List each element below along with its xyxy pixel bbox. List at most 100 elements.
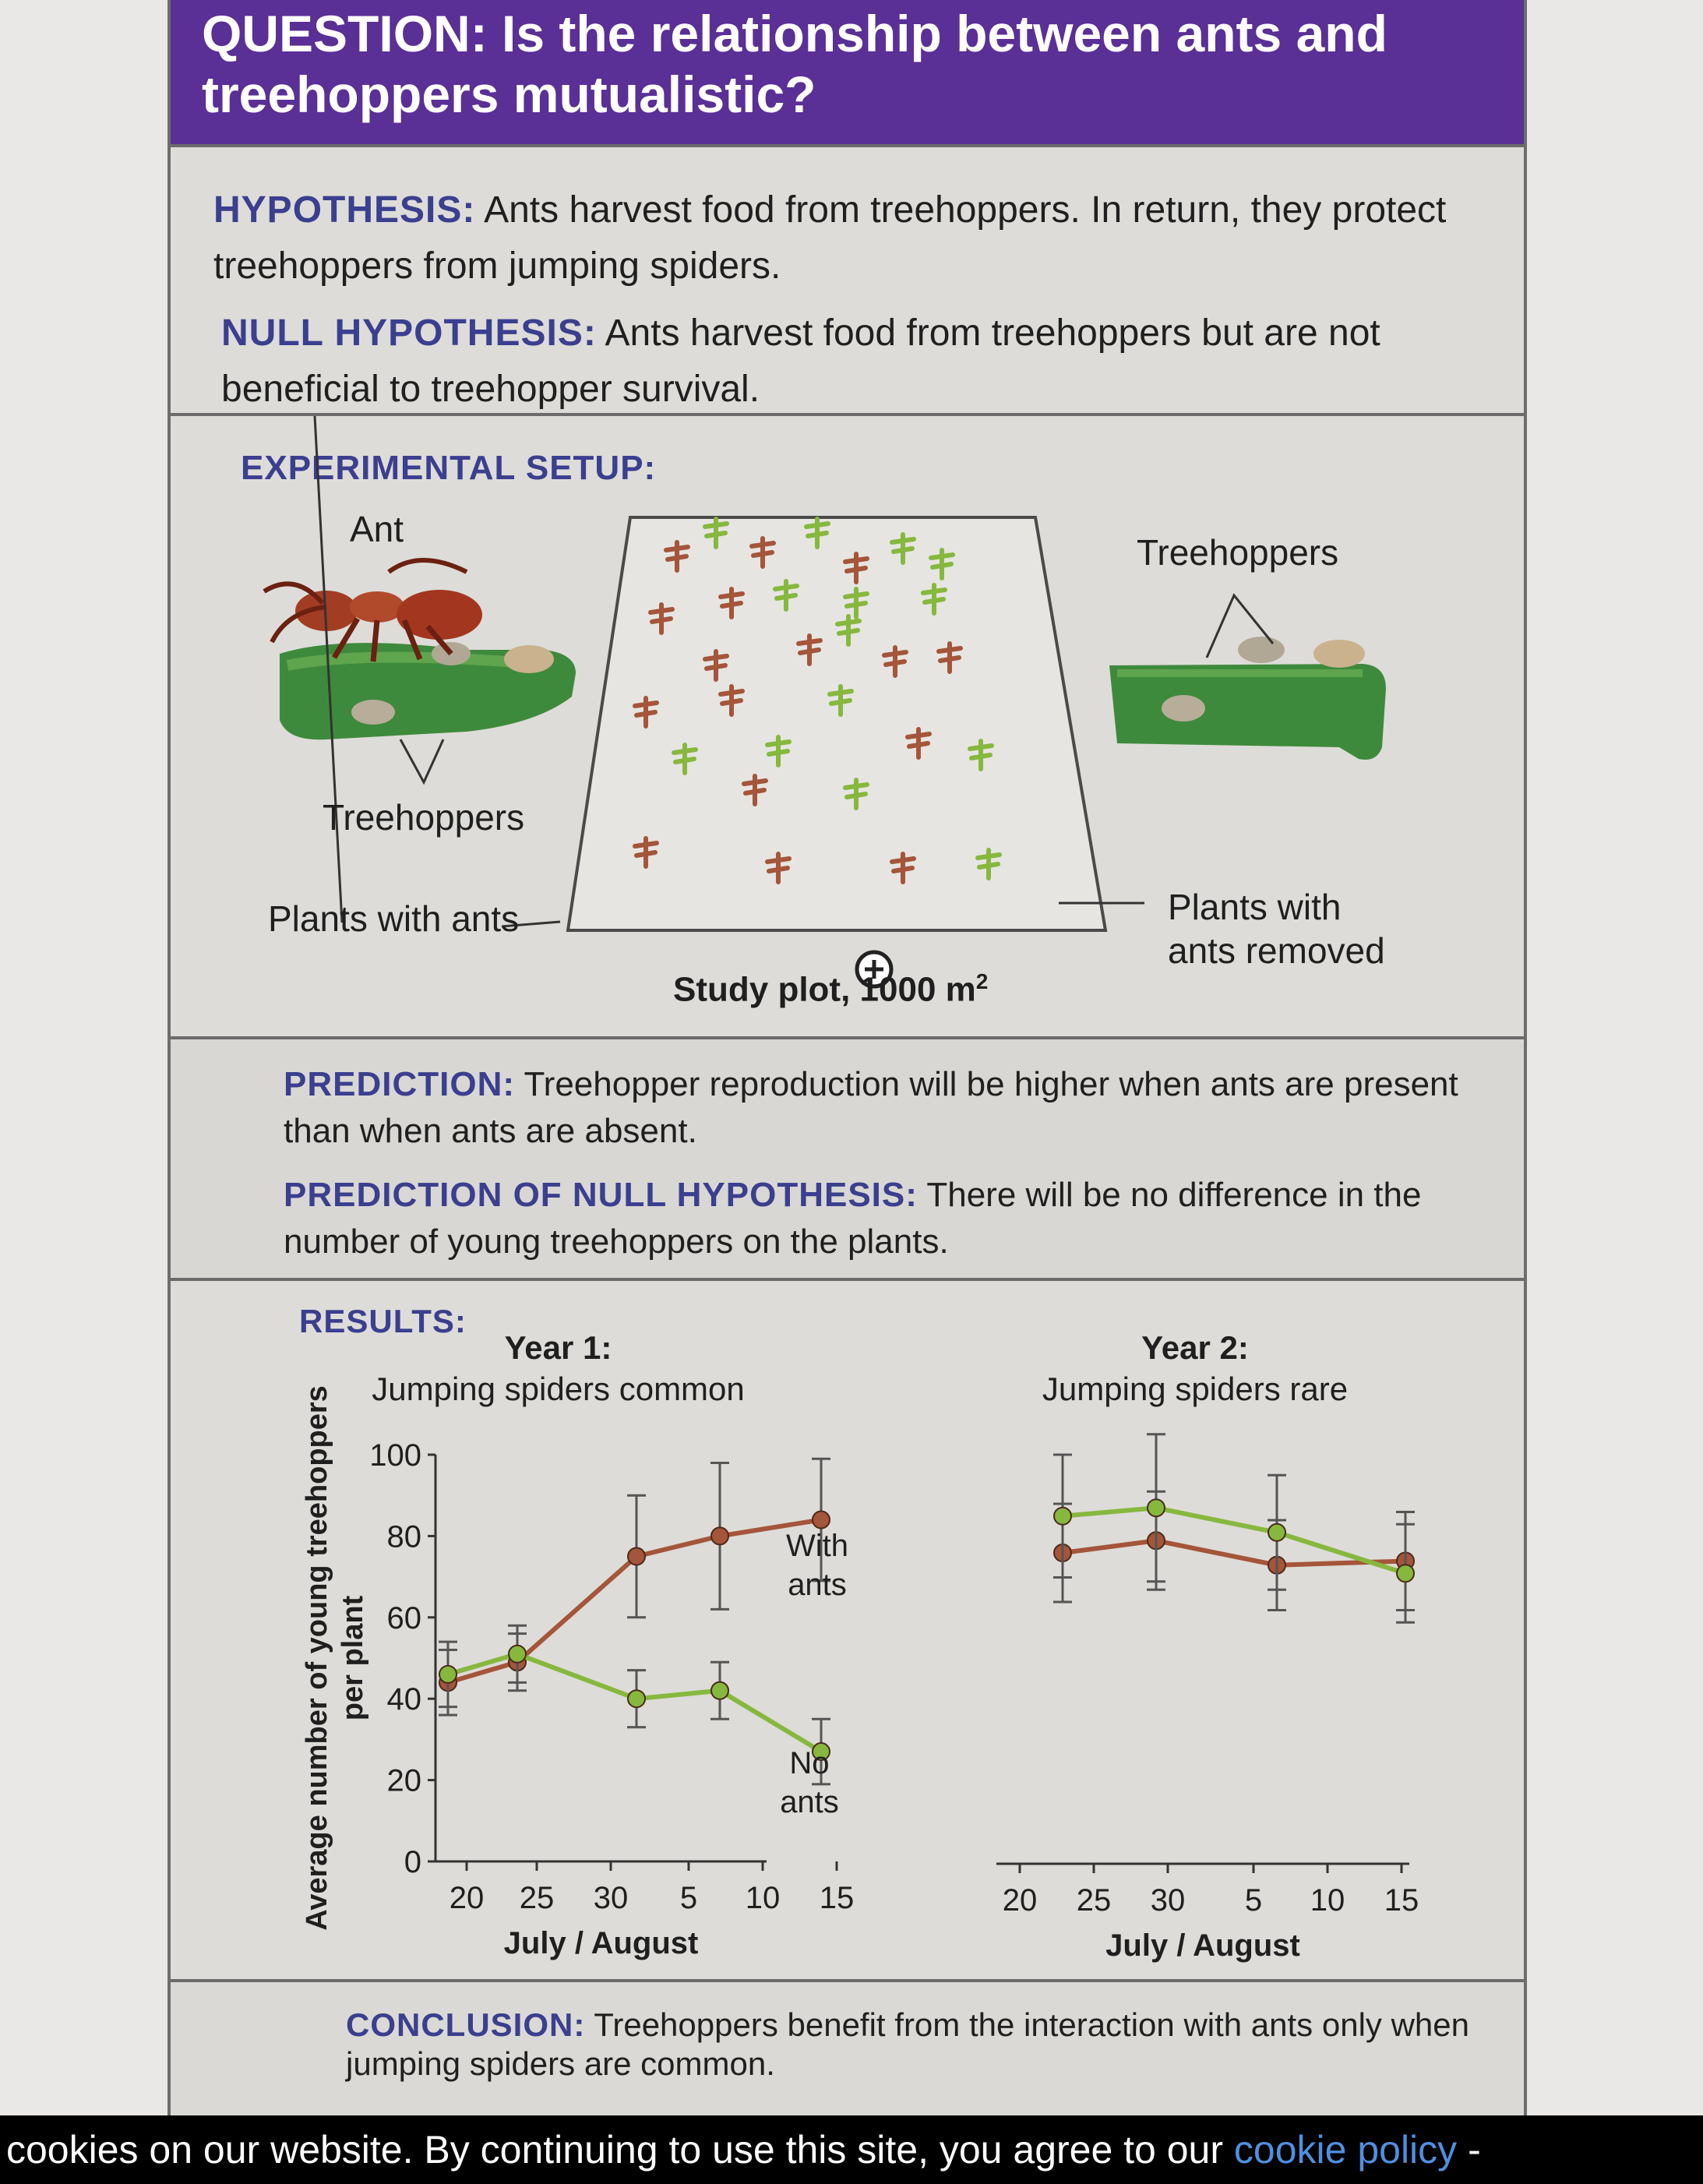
plant [968,739,994,771]
study-plot-label: Study plot, 1000 m2 [673,969,988,1010]
data-point [812,1510,830,1530]
prediction: PREDICTION: Treehopper reproduction will… [284,1061,1469,1155]
data-point [1147,1498,1165,1518]
y-tick-label: 60 [387,1601,422,1635]
figure-panel: QUESTION: Is the relationship between an… [167,0,1527,2115]
plant [633,836,659,869]
y-axis-label: Average number of young treehoppers per p… [301,1385,369,1931]
y-tick-label: 100 [369,1438,421,1473]
setup-label: EXPERIMENTAL SETUP: [241,449,657,487]
x-tick-label: 30 [594,1881,629,1915]
plants-removed-line-2: ants removed [1168,930,1385,971]
annotation-no-ants: No [789,1746,829,1780]
x-tick-label: 5 [680,1881,697,1915]
data-point [439,1664,457,1684]
prediction-section: PREDICTION: Treehopper reproduction will… [171,1036,1524,1278]
conclusion-section: CONCLUSION: Treehoppers benefit from the… [171,1979,1524,2115]
plant [882,645,908,678]
pointer-line-left [501,920,561,928]
conclusion-label: CONCLUSION: [346,2006,586,2043]
results-charts: Year 1: Jumping spiders common 0 20 40 60 80 10… [301,1329,1419,1963]
annotation-with-ants: ants [788,1568,847,1602]
plant [843,587,869,619]
hypothesis: HYPOTHESIS: Ants harvest food from treeh… [213,182,1481,295]
results-section: RESULTS: Year 1: Jumping spiders common 0 2… [171,1278,1524,1979]
conclusion: CONCLUSION: Treehoppers benefit from the… [346,2006,1469,2083]
y-tick-label: 20 [387,1764,422,1798]
study-plot [566,516,1108,932]
plant [718,684,745,717]
plant [765,735,792,767]
plant [765,852,792,884]
data-point [710,1526,729,1546]
plant [835,614,862,647]
x-tick-label: 20 [450,1881,485,1915]
x-tick-label: 10 [746,1881,781,1915]
ant-label: Ant [350,509,404,549]
plants-ants-removed-label: Plants with ants removed [1168,885,1385,972]
question-line-1: QUESTION: Is the relationship between an… [202,5,1387,62]
hypothesis-section: HYPOTHESIS: Ants harvest food from treeh… [171,144,1524,413]
plant [718,587,745,619]
y-tick-label: 80 [387,1519,422,1554]
plant [843,552,869,584]
question-header: QUESTION: Is the relationship between an… [171,0,1524,144]
x-axis-label: July / August [1105,1928,1300,1963]
x-tick-label: 20 [1003,1883,1038,1918]
data-point [812,1742,830,1762]
plant [796,633,823,666]
results-label: RESULTS: [299,1303,467,1339]
prediction-label: PREDICTION: [284,1065,515,1103]
plant [773,579,799,612]
annotation-no-ants: ants [780,1785,839,1819]
annotation-with-ants: With [786,1529,848,1563]
plant [827,684,854,717]
prediction-null: PREDICTION OF NULL HYPOTHESIS: There wil… [284,1172,1469,1265]
treehoppers-right-label: Treehoppers [1137,532,1339,573]
data-point [627,1547,646,1566]
null-hypothesis-label: NULL HYPOTHESIS: [221,312,597,354]
y-axis-label-line: per plant [337,1595,369,1720]
left-branch-illustration [263,558,576,785]
plant [703,649,729,682]
plant [921,583,947,616]
null-hypothesis: NULL HYPOTHESIS: Ants harvest food from … [213,305,1481,418]
plant [843,778,869,810]
plant [633,696,659,729]
data-point [1268,1522,1286,1542]
plant [890,852,916,884]
prediction-text: Treehopper reproduction will be higher w… [284,1065,1458,1150]
data-point [508,1644,527,1664]
series-line [1062,1538,1406,1568]
plant [703,517,729,549]
plant [929,548,955,580]
plant [804,517,830,549]
prediction-null-text: There will be no difference in the numbe… [284,1176,1422,1261]
data-point [1053,1506,1072,1526]
chart-subtitle: Jumping spiders common [372,1371,745,1407]
plant [890,532,916,565]
cookie-banner: cookies on our website. By continuing to… [0,2115,1703,2184]
data-point [710,1681,729,1700]
plants-removed-line-1: Plants with [1168,887,1342,927]
data-point [1396,1564,1415,1583]
plant [749,536,776,569]
plot-label-sup: 2 [975,969,989,993]
chart-title: Year 2: [1141,1329,1249,1366]
x-tick-label: 5 [1245,1883,1262,1918]
cookie-policy-link[interactable]: cookie policy [1233,2128,1458,2172]
plants-with-ants-label: Plants with ants [268,898,520,939]
treehoppers-left-label: Treehoppers [323,797,525,838]
cookie-text: cookies on our website. By continuing to… [6,2128,1234,2172]
hypothesis-text: Ants harvest food from treehoppers. In r… [213,189,1447,287]
setup-illustration [263,416,1386,989]
y-axis-label-line: Average number of young treehoppers [301,1385,333,1931]
cookie-tail: - [1457,2128,1481,2172]
hypothesis-label: HYPOTHESIS: [213,189,476,231]
plant [936,641,963,674]
plant [672,743,698,775]
question-line-2: treehoppers mutualistic? [202,65,816,123]
x-tick-label: 25 [520,1881,555,1915]
x-tick-label: 15 [1384,1883,1419,1918]
plant [905,727,932,760]
